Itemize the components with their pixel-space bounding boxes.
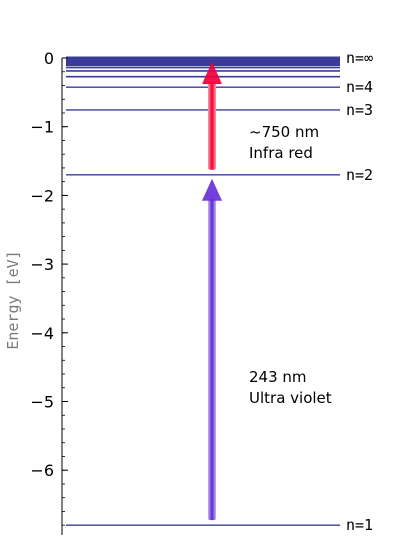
energy-level-label-inf: n=∞	[346, 49, 373, 67]
uv-transition-arrow-head	[202, 178, 222, 201]
ir-transition-arrow-head	[202, 62, 222, 84]
tick-label: 0	[44, 49, 54, 68]
tick-label: −3	[30, 255, 54, 274]
energy-level-label-2: n=2	[346, 166, 373, 184]
ir-wavelength-label: ~750 nm	[249, 123, 319, 141]
uv-transition-arrow	[202, 178, 222, 521]
uv-transition-arrow-shaft	[208, 198, 216, 521]
ir-band-label: Infra red	[249, 144, 313, 162]
uv-wavelength-label: 243 nm	[249, 368, 307, 386]
energy-level-label-4: n=4	[346, 78, 373, 96]
energy-level-label-3: n=3	[346, 101, 373, 119]
tick-label: −1	[30, 118, 54, 137]
tick-label: −2	[30, 186, 54, 205]
tick-label: −5	[30, 393, 54, 412]
ir-transition-arrow-shaft	[208, 82, 216, 170]
energy-level-label-1: n=1	[346, 516, 373, 534]
tick-label: −6	[30, 461, 54, 480]
tick-label: −4	[30, 324, 54, 343]
ir-transition-arrow	[202, 62, 222, 170]
axis-label: Energy [eV]	[4, 250, 22, 349]
uv-band-label: Ultra violet	[249, 389, 332, 407]
